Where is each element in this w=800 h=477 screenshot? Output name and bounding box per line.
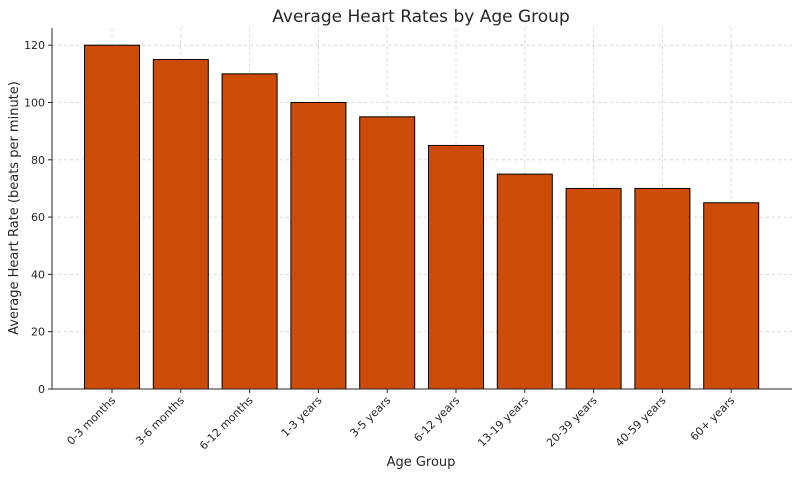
x-tick-label: 6-12 months [197,394,256,453]
y-tick-label: 40 [31,268,45,281]
x-tick-label: 0-3 months [64,394,118,448]
bar-0-3-months [84,44,140,390]
x-tick-label: 6-12 years [411,394,462,445]
chart-title: Average Heart Rates by Age Group [272,7,569,27]
bar-40-59-years [634,187,691,390]
x-tick-label: 1-3 years [279,394,325,440]
y-tick-label: 100 [24,96,45,109]
x-axis-label: Age Group [387,455,456,470]
y-axis-label: Average Heart Rate (beats per minute) [7,81,22,335]
y-tick-label: 60 [31,211,45,224]
bar-3-6-months [152,59,209,390]
bar-3-5-years [359,116,416,390]
y-tick-label: 80 [31,154,45,167]
bar-1-3-years [290,101,347,390]
y-tick-label: 120 [24,39,45,52]
y-tick-label: 0 [38,383,45,396]
bar-20-39-years [565,187,622,390]
bar-6-12-months [221,73,278,390]
x-tick-label: 20-39 years [544,394,600,450]
bar-6-12-years [428,144,484,390]
x-tick-label: 40-59 years [613,394,669,450]
x-tick-label: 3-5 years [348,394,394,440]
x-tick-label: 60+ years [688,394,738,444]
y-ticks: 0 20 40 60 80 100 120 [24,39,52,396]
bar-13-19-years [496,173,553,390]
x-tick-label: 13-19 years [475,394,531,450]
x-tick-label: 3-6 months [133,394,187,448]
x-ticks: 0-3 months 3-6 months 6-12 months 1-3 years… [64,389,738,453]
bars [84,44,760,390]
bar-60-years [703,202,760,390]
y-tick-label: 20 [31,326,45,339]
